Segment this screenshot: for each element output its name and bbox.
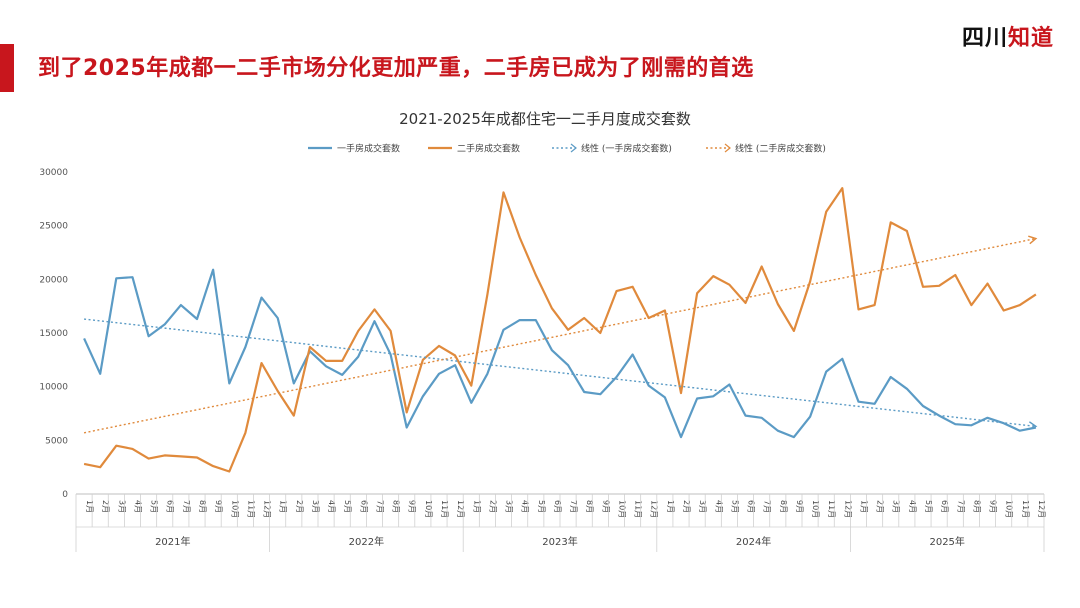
page-headline: 到了2025年成都一二手市场分化更加严重，二手房已成为了刚需的首选: [38, 56, 754, 81]
legend-label: 线性 (一手房成交套数): [581, 143, 672, 155]
y-tick-label: 15000: [39, 329, 68, 339]
x-tick-label-year: 2022年: [349, 535, 384, 548]
x-tick-label-month: 9月: [601, 500, 610, 513]
x-tick-label-month: 4月: [133, 500, 142, 513]
y-tick-label: 0: [62, 490, 68, 500]
chart-title: 2021-2025年成都住宅一二手月度成交套数: [399, 110, 691, 128]
x-tick-label-month: 10月: [617, 500, 626, 518]
x-tick-label-month: 12月: [650, 500, 659, 518]
x-tick-label-month: 8月: [972, 500, 981, 513]
x-tick-label-month: 6月: [166, 500, 175, 513]
x-tick-label-month: 6月: [359, 500, 368, 513]
trendline-new-homes-arrow: [1028, 421, 1038, 431]
logo-text-part1: 四川: [961, 26, 1008, 51]
y-tick-label: 25000: [39, 222, 68, 232]
x-tick-label-month: 9月: [214, 500, 223, 513]
chart-legend: 一手房成交套数 二手房成交套数 线性 (一手房成交套数) 线性 (二手房成交套数): [308, 143, 826, 155]
y-tick-label: 30000: [39, 168, 68, 178]
x-tick-label-month: 1月: [472, 500, 481, 513]
x-tick-label-year: 2025年: [929, 535, 964, 548]
trendline-resale-homes: [83, 237, 1037, 434]
x-tick-label-month: 10月: [230, 500, 239, 518]
logo-text-part2: 知道: [1007, 26, 1054, 51]
x-tick-label-month: 9月: [795, 500, 804, 513]
x-tick-label-month: 6月: [747, 500, 756, 513]
headline-accent-bar: [0, 44, 14, 92]
x-tick-label-month: 2月: [295, 500, 304, 513]
x-tick-label-month: 2月: [682, 500, 691, 513]
x-tick-label-month: 4月: [327, 500, 336, 513]
x-tick-label-year: 2024年: [736, 535, 771, 548]
x-tick-label-month: 11月: [1021, 500, 1030, 518]
x-tick-label-month: 2月: [101, 500, 110, 513]
x-tick-label-month: 12月: [263, 500, 272, 518]
x-tick-label-month: 7月: [182, 500, 191, 513]
x-tick-label-month: 8月: [198, 500, 207, 513]
y-tick-label: 10000: [39, 383, 68, 393]
x-tick-label-month: 7月: [763, 500, 772, 513]
x-tick-label-month: 1月: [279, 500, 288, 513]
x-tick-label-month: 5月: [924, 500, 933, 513]
x-tick-label-month: 2月: [488, 500, 497, 513]
x-tick-label-month: 5月: [343, 500, 352, 513]
x-tick-label-month: 6月: [940, 500, 949, 513]
legend-swatch-arrow: [570, 143, 577, 153]
x-tick-label-month: 3月: [505, 500, 514, 513]
x-tick-label-month: 3月: [117, 500, 126, 513]
x-tick-label-month: 6月: [553, 500, 562, 513]
x-tick-label-month: 11月: [440, 500, 449, 518]
x-tick-label-month: 1月: [666, 500, 675, 513]
legend-label: 一手房成交套数: [337, 143, 400, 155]
trendline-new-homes: [83, 318, 1037, 428]
chart-plot-area: [83, 187, 1038, 473]
x-tick-label-month: 9月: [408, 500, 417, 513]
x-tick-label-month: 1月: [85, 500, 94, 513]
y-tick-label: 5000: [45, 436, 68, 446]
x-tick-label-month: 11月: [246, 500, 255, 518]
series-line-new-homes: [83, 268, 1037, 439]
legend-label: 线性 (二手房成交套数): [735, 143, 826, 155]
x-tick-label-month: 12月: [456, 500, 465, 518]
x-tick-label-year: 2021年: [155, 535, 190, 548]
series-line-resale-homes: [83, 187, 1037, 473]
x-tick-label-month: 7月: [375, 500, 384, 513]
x-tick-label-month: 5月: [537, 500, 546, 513]
x-tick-label-month: 11月: [827, 500, 836, 518]
x-tick-label-month: 5月: [150, 500, 159, 513]
legend-label: 二手房成交套数: [457, 143, 520, 155]
x-tick-label-month: 10月: [424, 500, 433, 518]
legend-swatch-arrow: [724, 143, 731, 153]
x-tick-label-year: 2023年: [542, 535, 577, 548]
x-tick-label-month: 3月: [311, 500, 320, 513]
x-tick-label-month: 4月: [908, 500, 917, 513]
x-tick-label-month: 4月: [714, 500, 723, 513]
x-tick-label-month: 5月: [730, 500, 739, 513]
chart-axes: 0 5000 10000 15000 20000 25000 30000 1月 2月 3月 4月 5月…: [39, 168, 1046, 552]
x-tick-label-month: 8月: [585, 500, 594, 513]
x-tick-label-month: 11月: [634, 500, 643, 518]
x-tick-label-month: 7月: [569, 500, 578, 513]
x-tick-label-month: 9月: [989, 500, 998, 513]
trendline-resale-homes-arrow: [1028, 235, 1038, 245]
x-tick-label-month: 1月: [859, 500, 868, 513]
x-tick-label-month: 2月: [876, 500, 885, 513]
x-tick-label-month: 8月: [779, 500, 788, 513]
x-tick-label-month: 12月: [843, 500, 852, 518]
x-tick-label-month: 3月: [698, 500, 707, 513]
x-tick-label-month: 10月: [811, 500, 820, 518]
x-tick-label-month: 3月: [892, 500, 901, 513]
x-tick-label-month: 4月: [521, 500, 530, 513]
x-tick-label-month: 7月: [956, 500, 965, 513]
x-tick-label-month: 8月: [392, 500, 401, 513]
y-tick-label: 20000: [39, 275, 68, 285]
brand-logo: 四川知道: [962, 20, 1054, 52]
x-tick-label-month: 12月: [1037, 500, 1046, 518]
x-tick-label-month: 10月: [1005, 500, 1014, 518]
